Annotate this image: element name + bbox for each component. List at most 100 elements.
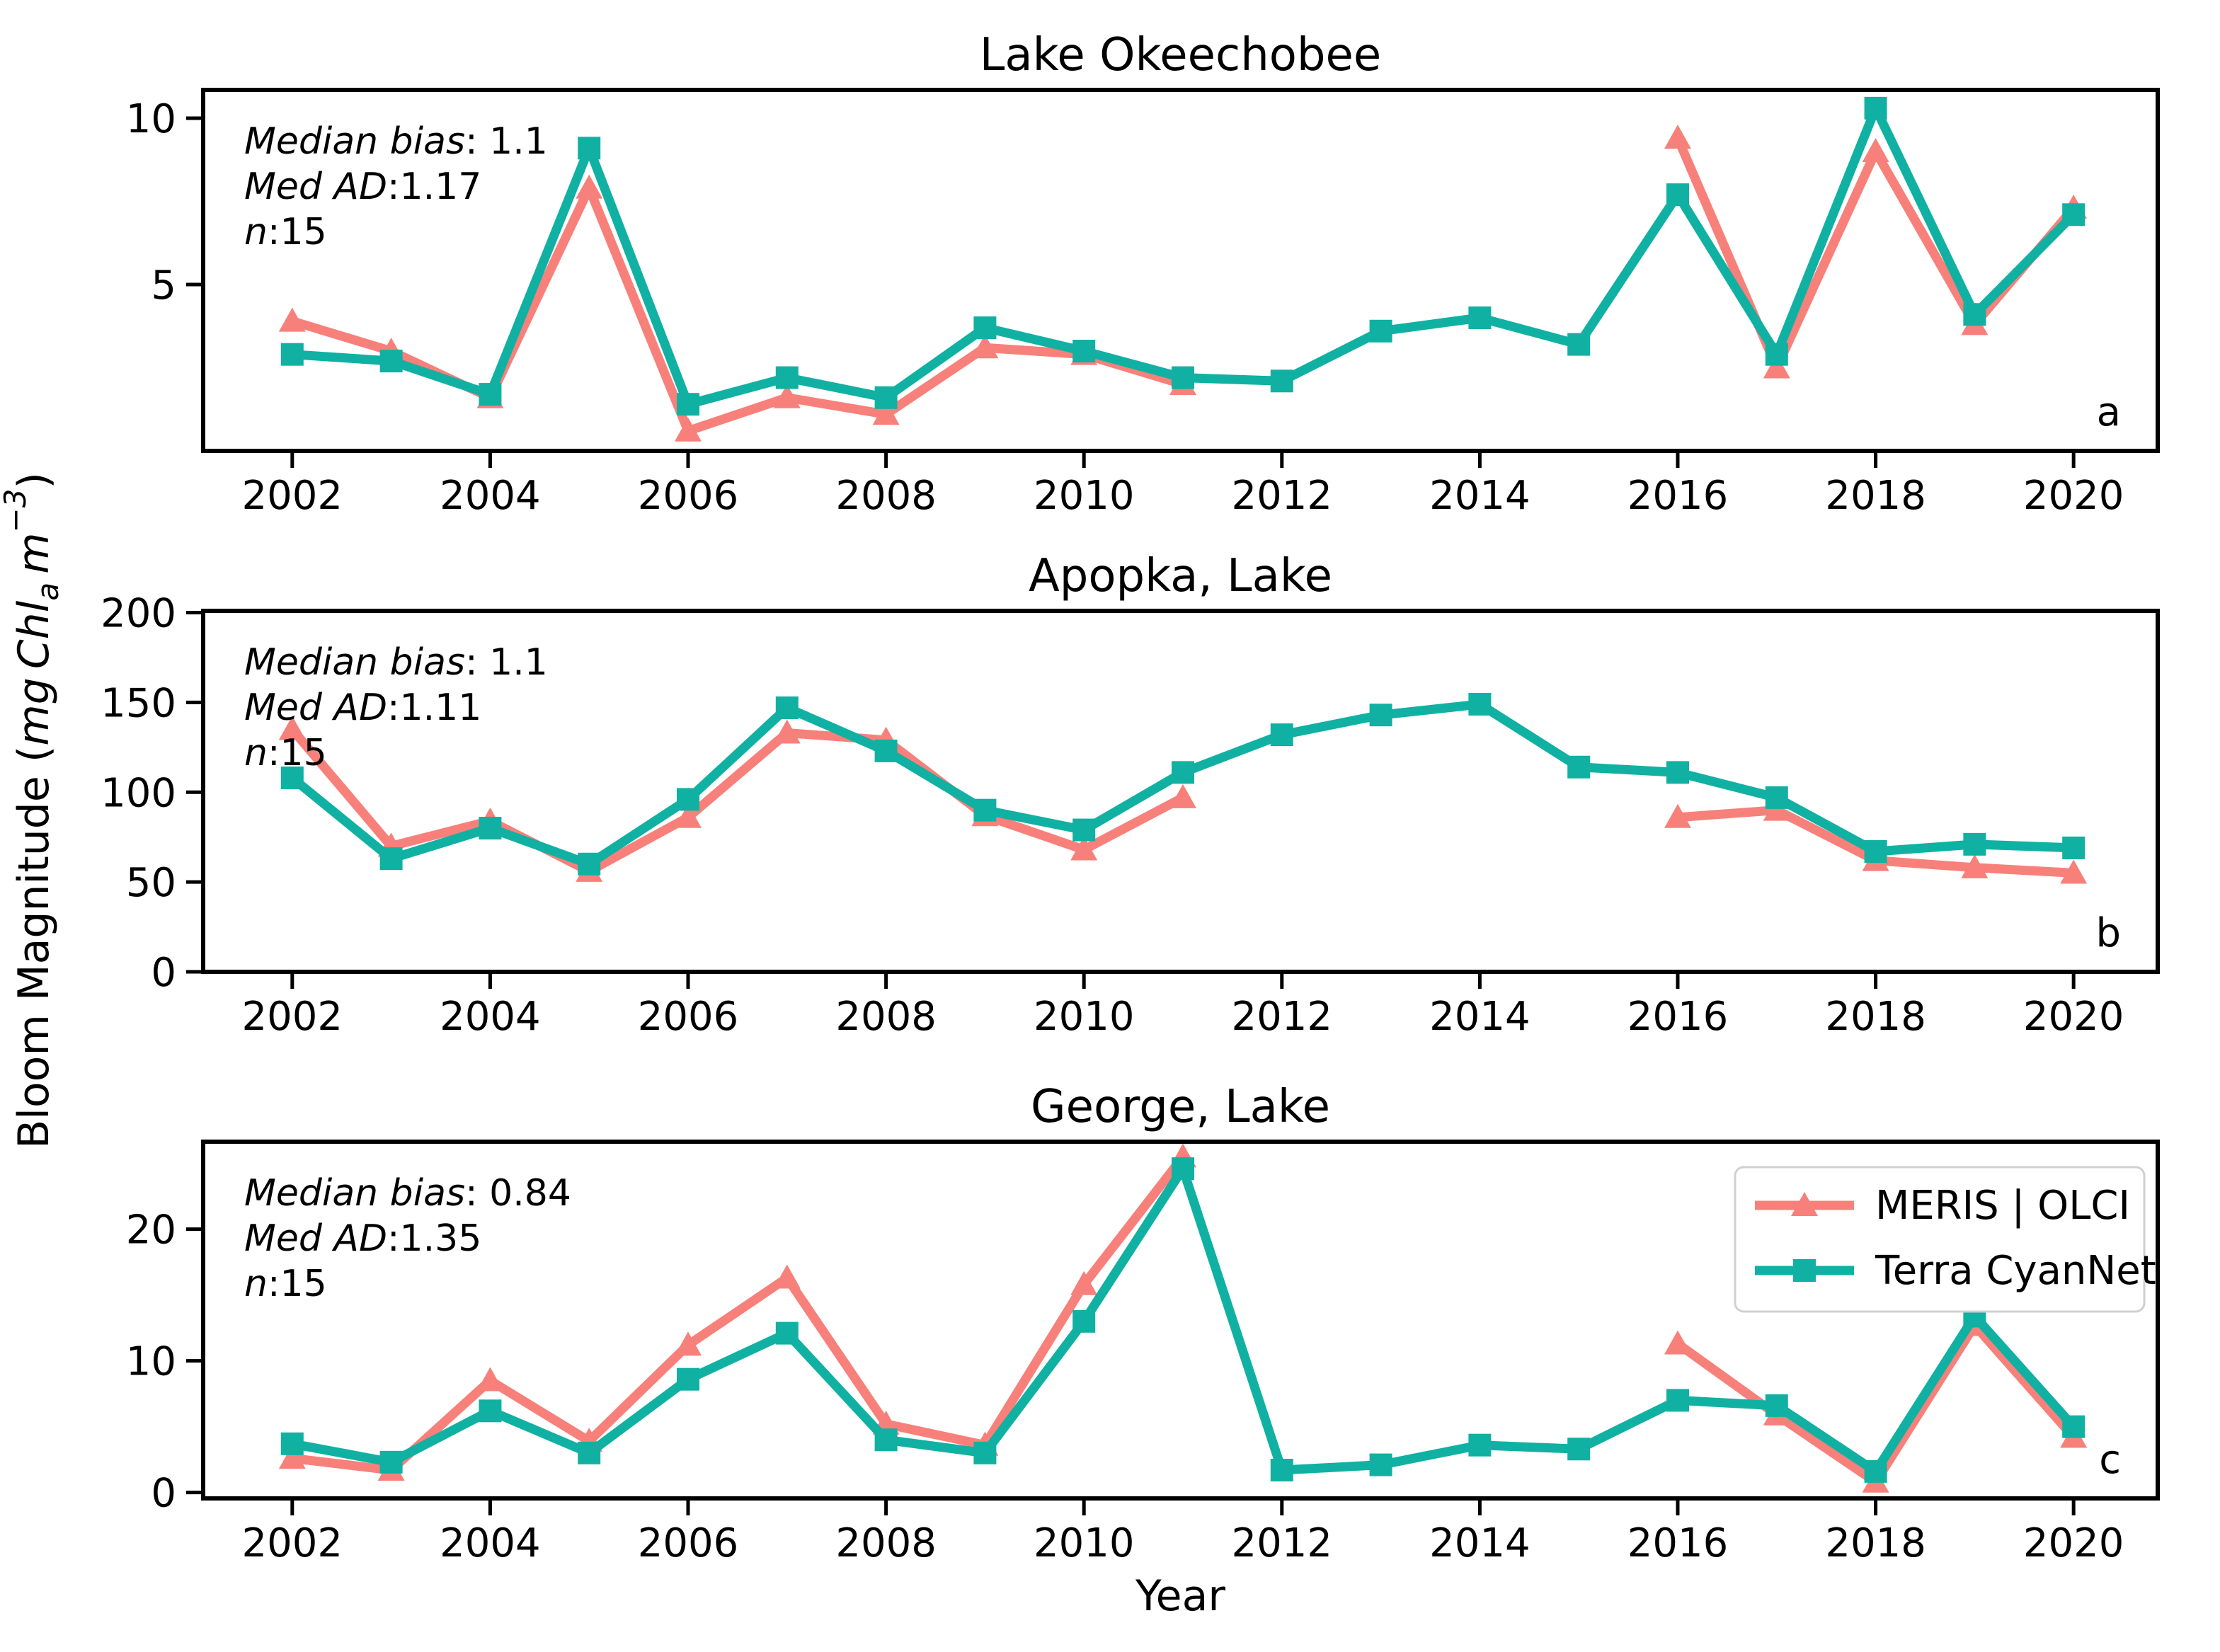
x-tick-label: 2018 <box>1825 1520 1926 1566</box>
stats-value: :1.11 <box>387 687 481 729</box>
square-marker <box>1369 704 1392 727</box>
y-axis-label-part: Bloom Magnitude ( <box>9 746 59 1149</box>
stats-label: Median bias <box>244 641 465 684</box>
stats-annotation-line: n:15 <box>244 211 327 253</box>
y-tick-label: 200 <box>101 591 176 637</box>
square-marker <box>1270 369 1293 393</box>
y-axis-label: Bloom Magnitude (mg Chla m−3) <box>0 472 65 1149</box>
triangle-marker <box>476 1367 504 1392</box>
x-tick-label: 2018 <box>1825 473 1926 519</box>
panel-letter: a <box>2097 389 2121 435</box>
triangle-marker <box>1664 803 1691 828</box>
square-marker <box>775 696 799 720</box>
stats-annotation-line: Med AD:1.17 <box>244 166 481 208</box>
square-marker <box>1468 306 1492 329</box>
square-marker <box>1369 319 1392 343</box>
triangle-marker <box>576 174 603 199</box>
square-marker <box>578 1441 601 1464</box>
y-axis-label-part: a <box>30 583 65 601</box>
triangle-marker <box>971 334 999 359</box>
square-marker <box>874 739 898 762</box>
stats-label: Med AD <box>244 687 387 729</box>
stats-label: n <box>244 1263 268 1305</box>
square-marker <box>1765 343 1788 366</box>
stats-annotation-line: Med AD:1.35 <box>244 1217 481 1260</box>
square-marker <box>280 1432 304 1455</box>
triangle-marker <box>773 384 801 408</box>
square-marker <box>578 852 601 876</box>
square-marker <box>677 1367 700 1391</box>
x-tick-label: 2020 <box>2023 1520 2124 1566</box>
square-marker <box>1864 840 1887 863</box>
square-marker <box>677 393 700 416</box>
square-marker <box>1270 1459 1293 1482</box>
square-marker <box>1468 692 1492 716</box>
square-marker <box>1963 832 1986 856</box>
x-tick-label: 2002 <box>242 1520 343 1566</box>
square-marker <box>973 316 997 340</box>
stats-label: Median bias <box>244 1172 465 1215</box>
x-tick-label: 2014 <box>1429 994 1530 1040</box>
x-tick-label: 2012 <box>1232 1520 1333 1566</box>
square-marker <box>1666 761 1689 784</box>
stats-label: n <box>244 732 268 774</box>
triangle-marker <box>675 417 702 442</box>
triangle-marker <box>278 716 306 740</box>
legend-label: MERIS | OLCI <box>1875 1183 2130 1229</box>
square-marker <box>1864 96 1887 120</box>
square-marker <box>874 1428 898 1452</box>
stats-label: n <box>244 211 268 253</box>
x-tick-label: 2002 <box>242 994 343 1040</box>
x-tick-label: 2008 <box>835 473 937 519</box>
y-axis-label-part: ) <box>9 472 59 488</box>
stats-value: : 1.1 <box>465 641 548 684</box>
triangle-marker <box>1664 125 1691 149</box>
triangle-marker <box>872 401 900 425</box>
x-tick-label: 2016 <box>1627 473 1729 519</box>
x-tick-label: 2018 <box>1825 994 1926 1040</box>
triangle-marker <box>278 307 306 332</box>
stats-annotation-line: Median bias: 1.1 <box>244 120 548 163</box>
x-tick-label: 2014 <box>1429 1520 1530 1566</box>
x-tick-label: 2008 <box>835 1520 937 1566</box>
square-marker <box>379 1450 403 1474</box>
square-marker <box>479 1399 502 1423</box>
stats-value: :15 <box>268 211 327 253</box>
square-marker <box>1468 1433 1492 1457</box>
series-line <box>292 1154 1187 1475</box>
x-axis-label: Year <box>1135 1571 1225 1621</box>
stats-label: Median bias <box>244 120 465 163</box>
square-marker <box>379 847 403 871</box>
x-tick-label: 2014 <box>1429 473 1530 519</box>
square-marker <box>1171 366 1194 389</box>
square-marker <box>1171 761 1194 784</box>
y-axis-label-part: −3 <box>0 489 33 533</box>
square-marker <box>479 383 502 406</box>
triangle-marker <box>1862 137 1889 162</box>
x-tick-label: 2012 <box>1232 994 1333 1040</box>
y-tick-label: 50 <box>126 860 176 906</box>
x-tick-label: 2016 <box>1627 1520 1729 1566</box>
square-marker <box>2062 203 2085 226</box>
y-axis-label-part: m <box>9 532 59 582</box>
y-tick-label: 100 <box>101 770 176 816</box>
legend-item: Terra CyanNet <box>1755 1248 2156 1294</box>
series-terra-cyannet <box>280 96 2085 416</box>
x-tick-label: 2004 <box>440 473 541 519</box>
square-marker <box>1666 183 1689 207</box>
square-marker <box>479 817 502 840</box>
panel-title: Apopka, Lake <box>1029 550 1332 602</box>
square-marker <box>1072 1309 1096 1333</box>
square-marker <box>775 366 799 389</box>
triangle-marker <box>675 803 702 828</box>
x-tick-label: 2012 <box>1232 473 1333 519</box>
triangle-marker <box>675 1331 702 1356</box>
stats-value: :15 <box>268 1263 327 1305</box>
square-marker <box>1765 1394 1788 1417</box>
triangle-marker <box>1169 784 1196 808</box>
stats-value: :1.17 <box>387 166 481 208</box>
panel-letter: b <box>2095 910 2121 956</box>
legend: MERIS | OLCI Terra CyanNet <box>1734 1166 2156 1313</box>
legend-item: MERIS | OLCI <box>1755 1183 2130 1229</box>
